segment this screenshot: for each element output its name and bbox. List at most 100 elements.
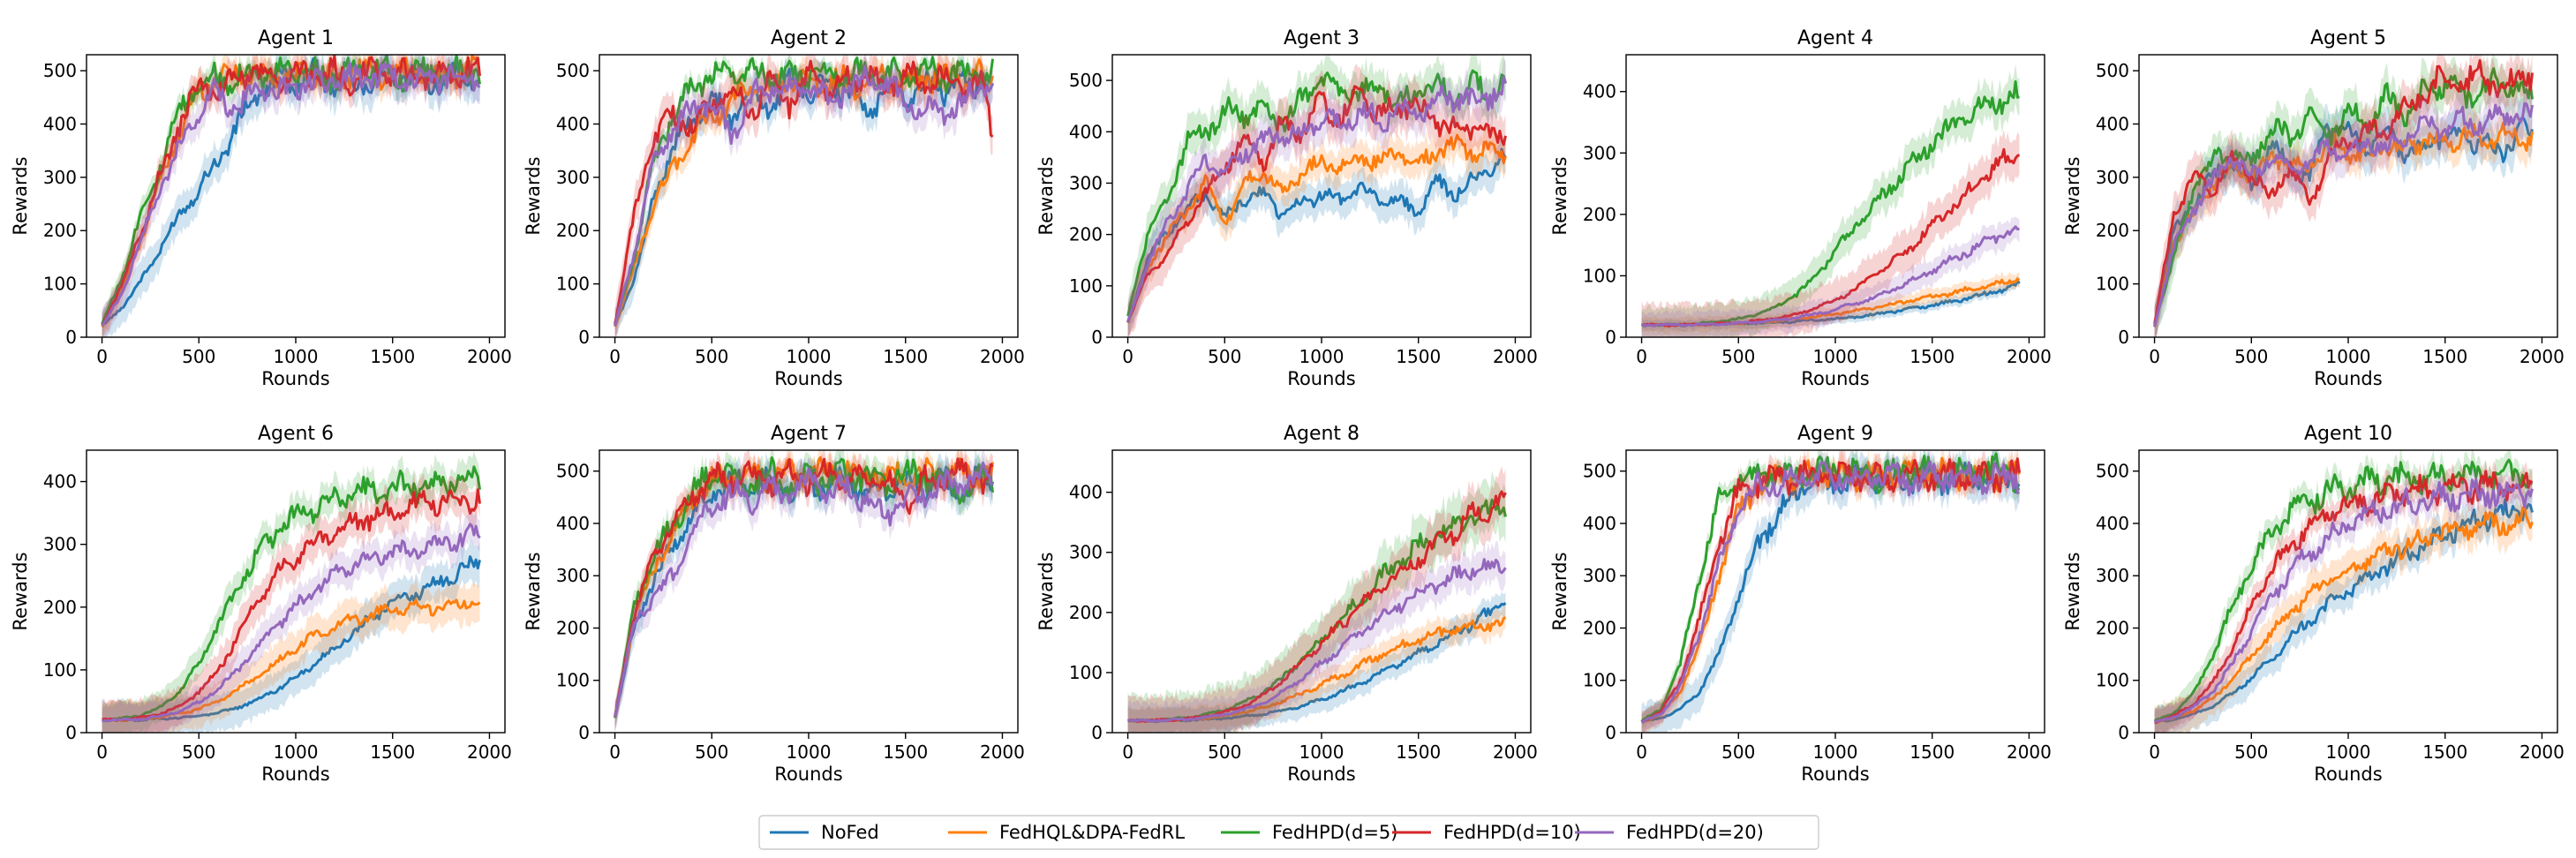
y-axis-label: Rewards: [2062, 552, 2083, 630]
x-tick-label: 2000: [2007, 346, 2052, 367]
legend-label: NoFed: [821, 822, 879, 843]
band-fedhpd-d-5: [1127, 470, 1506, 733]
legend-label: FedHPD(d=10): [1443, 822, 1581, 843]
legend: NoFed FedHQL&DPA-FedRL FedHPD(d=5) FedHPD(d…: [758, 815, 1819, 850]
y-tick-label: 100: [43, 274, 77, 295]
y-tick-label: 0: [65, 327, 77, 348]
x-tick-label: 500: [2234, 346, 2268, 367]
legend-item-fedhpd-d-5: FedHPD(d=5): [1221, 822, 1397, 843]
y-tick-label: 100: [556, 670, 590, 691]
band-fedhpd-d-20: [614, 450, 993, 733]
x-tick-label: 2000: [980, 741, 1025, 763]
y-axis-label: Rewards: [10, 552, 31, 630]
x-tick-label: 1000: [1813, 346, 1858, 367]
y-tick-label: 200: [2096, 220, 2129, 241]
band-fedhpd-d-20: [1127, 58, 1506, 337]
x-tick-label: 1000: [787, 741, 832, 763]
panel-agent-10: 0 500 1000 1500 2000 0 100 200 300 400 500 Agent 10…: [2062, 423, 2565, 785]
x-tick-label: 2000: [1493, 741, 1538, 763]
band-fedhpd-d-20: [102, 55, 480, 337]
y-tick-label: 0: [1605, 722, 1616, 743]
x-tick-label: 500: [2234, 741, 2268, 763]
panel-agent-9: 0 500 1000 1500 2000 0 100 200 300 400 500 Agent 9 R…: [1549, 423, 2052, 785]
y-tick-label: 400: [1069, 121, 1103, 142]
plot-area: [101, 55, 481, 337]
y-tick-label: 300: [43, 167, 77, 188]
band-fedhpd-d-10: [1127, 64, 1506, 337]
y-tick-label: 300: [2096, 565, 2129, 586]
band-fedhpd-d-10: [614, 55, 993, 337]
y-tick-label: 400: [1583, 513, 1616, 534]
x-tick-label: 1000: [274, 741, 319, 763]
plot-area: [102, 451, 481, 733]
panel-agent-6: 0 500 1000 1500 2000 0 100 200 300 400 Agent 6 Roun…: [10, 423, 512, 785]
y-tick-label: 100: [2096, 274, 2129, 295]
panel-agent-3: 0 500 1000 1500 2000 0 100 200 300 400 500 Agent 3 R…: [1036, 27, 1538, 389]
x-tick-label: 1500: [370, 741, 415, 763]
x-axis-label: Rounds: [1287, 764, 1355, 785]
y-tick-label: 500: [2096, 461, 2129, 482]
plot-area: [614, 55, 994, 337]
x-tick-label: 1000: [1299, 346, 1344, 367]
x-tick-label: 2000: [467, 346, 512, 367]
plot-area: [614, 450, 994, 733]
series-line-nofed: [2154, 498, 2534, 724]
band-fedhpd-d-5: [614, 450, 993, 731]
y-axis-label: Rewards: [523, 552, 544, 630]
band-fedhpd-d-10: [614, 450, 993, 731]
x-tick-label: 1500: [883, 346, 928, 367]
legend-item-nofed: NoFed: [770, 822, 879, 843]
y-tick-label: 400: [556, 113, 590, 134]
y-tick-label: 200: [1069, 602, 1103, 623]
panel-title: Agent 2: [771, 27, 847, 49]
y-tick-label: 0: [65, 722, 77, 743]
series-line-fedhpd-d-10: [102, 488, 481, 722]
x-tick-label: 1500: [2422, 346, 2467, 367]
series-line-nofed: [1126, 602, 1507, 724]
band-fedhpd-d-20: [102, 508, 480, 733]
y-tick-label: 300: [1583, 142, 1616, 163]
y-tick-label: 200: [1583, 204, 1616, 225]
x-tick-label: 500: [182, 741, 215, 763]
plot-area: [1640, 64, 2021, 337]
x-tick-label: 0: [1122, 346, 1134, 367]
series-line-fedhpd-d-20: [101, 62, 481, 327]
panel-title: Agent 9: [1797, 423, 1873, 445]
y-tick-label: 0: [1605, 327, 1616, 348]
series-line-fedhql-dpa-fedrl: [1126, 133, 1507, 323]
y-tick-label: 300: [556, 565, 590, 586]
x-axis-label: Rounds: [1801, 764, 1869, 785]
x-tick-label: 0: [2149, 741, 2160, 763]
y-tick-label: 400: [1069, 482, 1103, 503]
x-tick-label: 500: [695, 741, 728, 763]
band-fedhpd-d-5: [1641, 64, 2020, 337]
x-tick-label: 2000: [1493, 346, 1538, 367]
y-tick-label: 400: [2096, 113, 2129, 134]
y-axis-label: Rewards: [1549, 552, 1570, 630]
series-line-fedhpd-d-5: [102, 465, 481, 723]
legend-item-fedhpd-d-20: FedHPD(d=20): [1575, 822, 1764, 843]
x-tick-label: 2000: [2520, 741, 2565, 763]
plot-area: [2153, 450, 2534, 733]
band-fedhpd-d-20: [2154, 81, 2533, 337]
series-line-fedhpd-d-10: [1126, 85, 1507, 323]
x-axis-label: Rounds: [1801, 368, 1869, 389]
y-tick-label: 200: [2096, 617, 2129, 638]
x-tick-label: 1500: [2422, 741, 2467, 763]
y-tick-label: 100: [1583, 265, 1616, 286]
panel-agent-1: 0 500 1000 1500 2000 0 100 200 300 400 500 Agent 1 R…: [10, 27, 512, 389]
y-tick-label: 400: [43, 471, 77, 493]
y-axis-label: Rewards: [10, 156, 31, 235]
x-axis-label: Rounds: [261, 764, 329, 785]
y-tick-label: 200: [43, 220, 77, 241]
y-tick-label: 300: [1583, 565, 1616, 586]
y-axis-label: Rewards: [1549, 156, 1570, 235]
x-tick-label: 1000: [1813, 741, 1858, 763]
x-axis-label: Rounds: [1287, 368, 1355, 389]
legend-label: FedHPD(d=5): [1272, 822, 1397, 843]
band-fedhpd-d-5: [1127, 55, 1506, 337]
series-line-nofed: [102, 555, 481, 723]
band-fedhpd-d-5: [614, 55, 993, 331]
panel-title: Agent 6: [258, 423, 334, 445]
